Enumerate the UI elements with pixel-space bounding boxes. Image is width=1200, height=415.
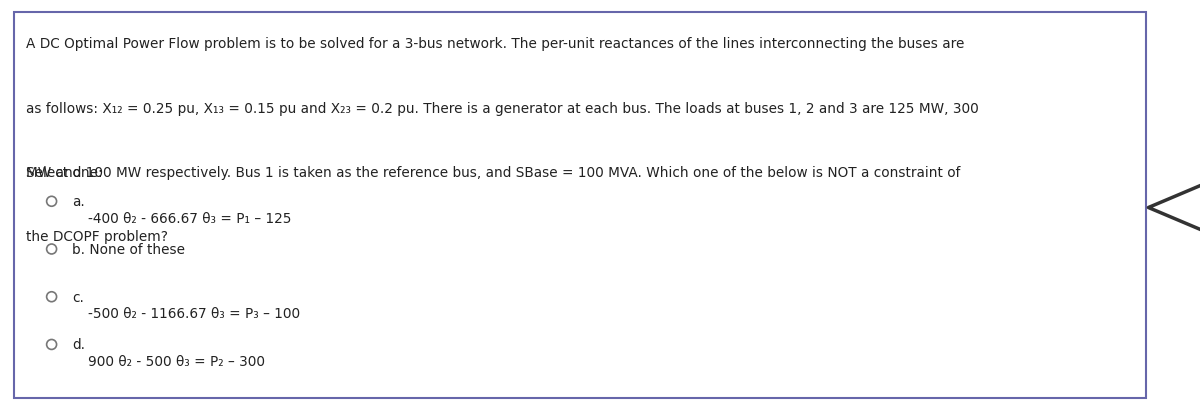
Text: as follows: X₁₂ = 0.25 pu, X₁₃ = 0.15 pu and X₂₃ = 0.2 pu. There is a generator : as follows: X₁₂ = 0.25 pu, X₁₃ = 0.15 pu… bbox=[26, 102, 979, 116]
Text: a.: a. bbox=[72, 195, 85, 209]
Text: Select one:: Select one: bbox=[26, 166, 103, 180]
Ellipse shape bbox=[47, 339, 56, 349]
Ellipse shape bbox=[47, 196, 56, 206]
FancyBboxPatch shape bbox=[14, 12, 1146, 398]
Text: b. None of these: b. None of these bbox=[72, 243, 185, 257]
Text: 900 θ₂ - 500 θ₃ = P₂ – 300: 900 θ₂ - 500 θ₃ = P₂ – 300 bbox=[88, 355, 265, 369]
Ellipse shape bbox=[47, 292, 56, 302]
Text: A DC Optimal Power Flow problem is to be solved for a 3-bus network. The per-uni: A DC Optimal Power Flow problem is to be… bbox=[26, 37, 965, 51]
Text: d.: d. bbox=[72, 338, 85, 352]
Text: the DCOPF problem?: the DCOPF problem? bbox=[26, 230, 168, 244]
Text: MW and 100 MW respectively. Bus 1 is taken as the reference bus, and SBase = 100: MW and 100 MW respectively. Bus 1 is tak… bbox=[26, 166, 961, 180]
Ellipse shape bbox=[47, 244, 56, 254]
Text: c.: c. bbox=[72, 290, 84, 305]
Text: -400 θ₂ - 666.67 θ₃ = P₁ – 125: -400 θ₂ - 666.67 θ₃ = P₁ – 125 bbox=[88, 212, 292, 226]
Text: -500 θ₂ - 1166.67 θ₃ = P₃ – 100: -500 θ₂ - 1166.67 θ₃ = P₃ – 100 bbox=[88, 307, 300, 321]
